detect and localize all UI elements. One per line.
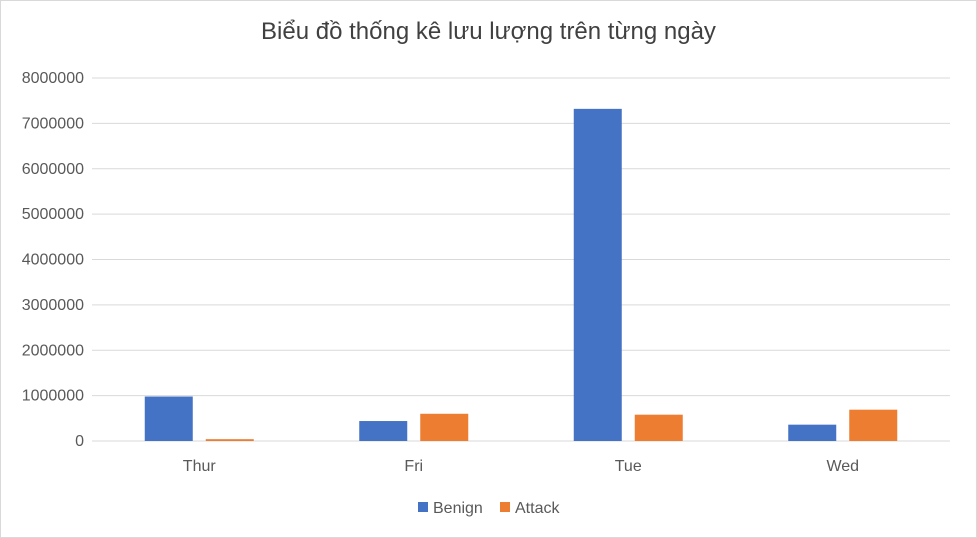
x-category-label: Tue xyxy=(615,458,642,475)
y-tick-label: 2000000 xyxy=(22,342,84,359)
y-tick-label: 5000000 xyxy=(22,206,84,223)
y-tick-label: 1000000 xyxy=(22,388,84,405)
bar-attack-fri xyxy=(420,413,469,441)
bar-benign-tue xyxy=(573,108,622,441)
x-category-label: Wed xyxy=(826,458,859,475)
bar-benign-fri xyxy=(359,421,408,441)
bar-benign-wed xyxy=(788,424,837,441)
chart-title: Biểu đồ thống kê lưu lượng trên từng ngà… xyxy=(261,18,716,45)
gridlines xyxy=(92,77,950,442)
bar-attack-thur xyxy=(205,439,254,441)
y-tick-label: 0 xyxy=(75,433,84,450)
y-tick-label: 7000000 xyxy=(22,115,84,132)
y-tick-label: 3000000 xyxy=(22,297,84,314)
y-tick-label: 6000000 xyxy=(22,161,84,178)
x-category-label: Fri xyxy=(404,458,423,475)
legend-swatch-attack xyxy=(500,502,510,512)
x-axis-categories: Thur Fri Tue Wed xyxy=(183,458,859,475)
y-tick-label: 8000000 xyxy=(22,70,84,87)
bar-attack-wed xyxy=(849,409,898,441)
bar-attack-tue xyxy=(634,414,683,441)
legend: Benign Attack xyxy=(418,500,560,517)
legend-label-attack: Attack xyxy=(515,500,560,517)
bar-benign-thur xyxy=(144,396,193,441)
legend-label-benign: Benign xyxy=(433,500,483,517)
y-tick-label: 4000000 xyxy=(22,252,84,269)
x-category-label: Thur xyxy=(183,458,217,475)
legend-swatch-benign xyxy=(418,502,428,512)
bars xyxy=(144,108,898,441)
y-axis-ticks: 0 1000000 2000000 3000000 4000000 5000000 6000… xyxy=(22,70,84,450)
